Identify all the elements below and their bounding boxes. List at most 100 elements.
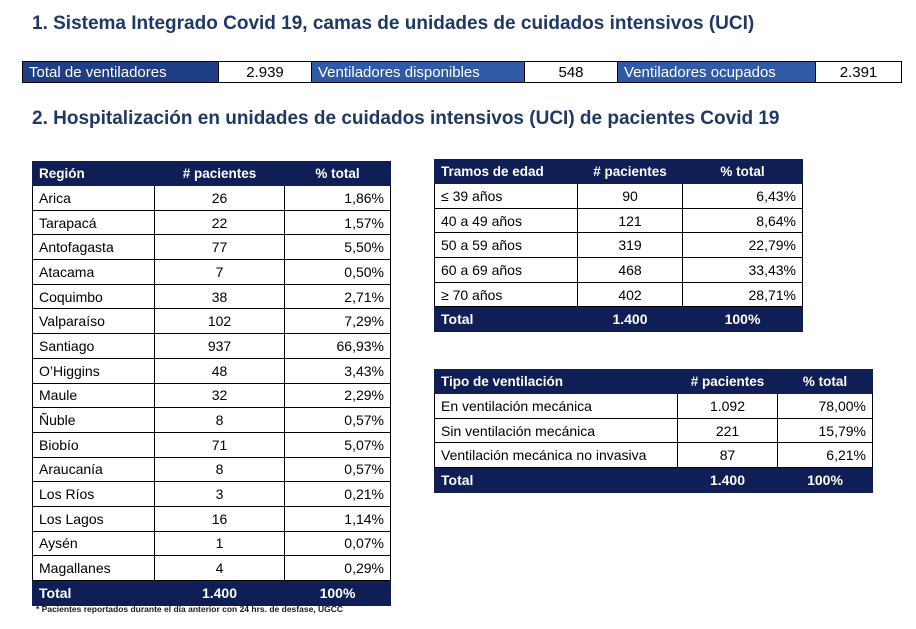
row-label: Arica [32,185,155,211]
row-percent: 22,79% [682,232,803,259]
row-label: Biobío [32,431,155,458]
row-label: Antofagasta [32,234,155,261]
table-row: Santiago 937 66,93% [32,333,391,359]
table-row: Magallanes 4 0,29% [32,555,391,581]
row-label: Atacama [32,259,155,285]
row-pacientes: 16 [154,505,285,532]
ventilation-table: Tipo de ventilación # pacientes % total … [434,369,873,493]
row-label: 40 a 49 años [434,207,578,234]
row-pacientes: 121 [577,207,683,234]
row-pacientes: 38 [154,283,285,310]
ventiladores-disponibles-value: 548 [524,61,618,83]
row-pacientes: 1.092 [677,393,778,419]
section2-title: 2. Hospitalización en unidades de cuidad… [32,108,780,129]
percent-header: % total [777,369,873,394]
age-rows: ≤ 39 años 90 6,43% 40 a 49 años 121 8,64% 50 a… [434,183,803,308]
table-row: 40 a 49 años 121 8,64% [434,207,803,234]
table-row: Sin ventilación mecánica 221 15,79% [434,417,873,444]
row-percent: 0,57% [284,456,391,483]
row-label: O’Higgins [32,357,155,384]
row-percent: 3,43% [284,357,391,384]
row-label: Coquimbo [32,283,155,310]
total-pacientes: 1.400 [154,580,285,606]
row-label: Santiago [32,333,155,359]
pacientes-header: # pacientes [577,159,683,184]
row-percent: 0,29% [284,555,391,581]
row-pacientes: 48 [154,357,285,384]
region-header: Región [32,161,155,186]
total-ventiladores-label: Total de ventiladores [22,61,219,83]
table-row: Biobío 71 5,07% [32,431,391,458]
table-row: Aysén 1 0,07% [32,530,391,557]
row-label: 60 a 69 años [434,257,578,283]
table-row: Arica 26 1,86% [32,185,391,211]
total-pacientes: 1.400 [677,467,778,493]
row-pacientes: 8 [154,456,285,483]
age-table: Tramos de edad # pacientes % total ≤ 39 … [434,159,803,333]
table-row: Ventilación mecánica no invasiva 87 6,21% [434,442,873,469]
row-percent: 2,29% [284,382,391,409]
row-percent: 7,29% [284,308,391,335]
row-percent: 0,50% [284,259,391,285]
row-percent: 6,21% [777,442,873,469]
total-label: Total [32,580,155,606]
row-percent: 28,71% [682,281,803,308]
vent-rows: En ventilación mecánica 1.092 78,00% Sin ve… [434,393,873,469]
row-pacientes: 32 [154,382,285,409]
total-label: Total [434,306,578,333]
tramos-edad-header: Tramos de edad [434,159,578,184]
table-row: Atacama 7 0,50% [32,259,391,285]
tipo-ventilacion-header: Tipo de ventilación [434,369,678,394]
row-pacientes: 7 [154,259,285,285]
row-percent: 0,07% [284,530,391,557]
row-percent: 1,86% [284,185,391,211]
row-percent: 2,71% [284,283,391,310]
row-pacientes: 87 [677,442,778,469]
table-row: ≤ 39 años 90 6,43% [434,183,803,209]
pacientes-header: # pacientes [677,369,778,394]
table-row: Antofagasta 77 5,50% [32,234,391,261]
total-percent: 100% [284,580,391,606]
row-percent: 0,21% [284,481,391,507]
section1-title: 1. Sistema Integrado Covid 19, camas de … [32,13,755,34]
table-row: Coquimbo 38 2,71% [32,283,391,310]
row-pacientes: 319 [577,232,683,259]
table-row: 50 a 59 años 319 22,79% [434,232,803,259]
row-pacientes: 26 [154,185,285,211]
row-label: Valparaíso [32,308,155,335]
row-percent: 1,57% [284,209,391,236]
table-row: Los Lagos 16 1,14% [32,505,391,532]
row-percent: 8,64% [682,207,803,234]
row-pacientes: 1 [154,530,285,557]
row-percent: 33,43% [682,257,803,283]
row-percent: 5,07% [284,431,391,458]
table-row: O’Higgins 48 3,43% [32,357,391,384]
row-pacientes: 71 [154,431,285,458]
row-label: Ñuble [32,407,155,433]
region-rows: Arica 26 1,86% Tarapacá 22 1,57% Antofagasta 77… [32,185,391,581]
table-row: En ventilación mecánica 1.092 78,00% [434,393,873,419]
row-percent: 0,57% [284,407,391,433]
row-pacientes: 4 [154,555,285,581]
table-row: 60 a 69 años 468 33,43% [434,257,803,283]
row-pacientes: 77 [154,234,285,261]
row-percent: 6,43% [682,183,803,209]
total-percent: 100% [682,306,803,333]
row-label: ≤ 39 años [434,183,578,209]
ventiladores-disponibles-label: Ventiladores disponibles [311,61,525,83]
row-label: Los Ríos [32,481,155,507]
row-label: Maule [32,382,155,409]
row-label: Sin ventilación mecánica [434,417,678,444]
row-pacientes: 8 [154,407,285,433]
row-label: En ventilación mecánica [434,393,678,419]
row-pacientes: 221 [677,417,778,444]
ventiladores-ocupados-value: 2.391 [815,61,902,83]
row-pacientes: 102 [154,308,285,335]
ventilator-summary: Total de ventiladores 2.939 Ventiladores… [22,61,902,83]
row-percent: 1,14% [284,505,391,532]
footnote: * Pacientes reportados durante el día an… [36,604,344,614]
pacientes-header: # pacientes [154,161,285,186]
row-label: 50 a 59 años [434,232,578,259]
row-pacientes: 3 [154,481,285,507]
region-table: Región # pacientes % total Arica 26 1,86% T… [32,161,391,606]
